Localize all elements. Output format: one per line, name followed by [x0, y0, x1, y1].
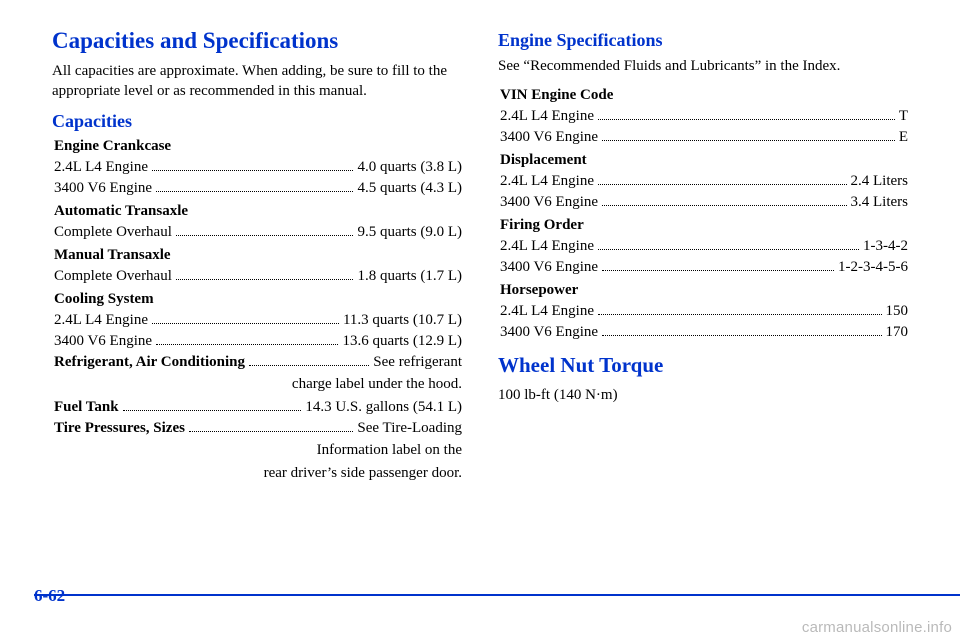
spec-value: 14.3 U.S. gallons (54.1 L)	[305, 399, 462, 416]
spec-row: Refrigerant, Air Conditioning See refrige…	[54, 354, 462, 371]
intro-text: See “Recommended Fluids and Lubricants” …	[498, 57, 908, 77]
spec-label: Tire Pressures, Sizes	[54, 420, 185, 437]
leader-dots	[598, 314, 881, 315]
spec-value: 2.4 Liters	[851, 173, 909, 190]
spec-label: 3400 V6 Engine	[500, 324, 598, 341]
intro-text: All capacities are approximate. When add…	[52, 62, 462, 101]
spec-value: 1-3-4-2	[863, 238, 908, 255]
spec-value: 4.5 quarts (4.3 L)	[357, 180, 462, 197]
spec-row: 3400 V6 Engine 1-2-3-4-5-6	[500, 259, 908, 276]
spec-row: 3400 V6 Engine 170	[500, 324, 908, 341]
spec-label: 2.4L L4 Engine	[500, 303, 594, 320]
group-label: VIN Engine Code	[500, 87, 908, 104]
leader-dots	[123, 410, 302, 411]
leader-dots	[176, 279, 354, 280]
page-number: 6-62	[34, 586, 65, 606]
spec-row: Tire Pressures, Sizes See Tire-Loading	[54, 420, 462, 437]
leader-dots	[156, 344, 338, 345]
spec-value: 1.8 quarts (1.7 L)	[357, 268, 462, 285]
group-label: Cooling System	[54, 291, 462, 308]
leader-dots	[152, 323, 339, 324]
leader-dots	[156, 191, 353, 192]
spec-label: 2.4L L4 Engine	[500, 238, 594, 255]
leader-dots	[249, 365, 369, 366]
spec-label: 2.4L L4 Engine	[500, 173, 594, 190]
leader-dots	[602, 270, 834, 271]
spec-label: Complete Overhaul	[54, 224, 172, 241]
leader-dots	[602, 335, 881, 336]
group-label: Manual Transaxle	[54, 247, 462, 264]
left-column: Capacities and Specifications All capaci…	[52, 28, 462, 488]
spec-row: Complete Overhaul 1.8 quarts (1.7 L)	[54, 268, 462, 285]
watermark: carmanualsonline.info	[802, 619, 952, 636]
spec-continuation: charge label under the hood.	[54, 375, 462, 395]
spec-value: 1-2-3-4-5-6	[838, 259, 908, 276]
spec-row: 2.4L L4 Engine T	[500, 108, 908, 125]
spec-row: 2.4L L4 Engine 11.3 quarts (10.7 L)	[54, 312, 462, 329]
spec-label: 3400 V6 Engine	[500, 194, 598, 211]
spec-value: E	[899, 129, 908, 146]
spec-row: 2.4L L4 Engine 4.0 quarts (3.8 L)	[54, 159, 462, 176]
spec-label: 3400 V6 Engine	[54, 180, 152, 197]
leader-dots	[176, 235, 354, 236]
spec-row: 2.4L L4 Engine 1-3-4-2	[500, 238, 908, 255]
spec-label: Refrigerant, Air Conditioning	[54, 354, 245, 371]
spec-continuation: rear driver’s side passenger door.	[54, 464, 462, 484]
spec-value: See refrigerant	[373, 354, 462, 371]
leader-dots	[602, 140, 895, 141]
spec-value: T	[899, 108, 908, 125]
spec-value: See Tire-Loading	[357, 420, 462, 437]
spec-label: Complete Overhaul	[54, 268, 172, 285]
group-label: Automatic Transaxle	[54, 203, 462, 220]
leader-dots	[598, 184, 846, 185]
group-label: Engine Crankcase	[54, 138, 462, 155]
spec-row: 3400 V6 Engine 13.6 quarts (12.9 L)	[54, 333, 462, 350]
group-label: Displacement	[500, 152, 908, 169]
spec-value: 3.4 Liters	[851, 194, 909, 211]
spec-label: 2.4L L4 Engine	[500, 108, 594, 125]
group-label: Firing Order	[500, 217, 908, 234]
leader-dots	[152, 170, 353, 171]
spec-row: 3400 V6 Engine 3.4 Liters	[500, 194, 908, 211]
spec-value: 13.6 quarts (12.9 L)	[342, 333, 462, 350]
spec-continuation: Information label on the	[54, 441, 462, 461]
spec-label: 3400 V6 Engine	[54, 333, 152, 350]
spec-row: 2.4L L4 Engine 150	[500, 303, 908, 320]
capacities-heading: Capacities	[52, 111, 462, 132]
spec-row: Fuel Tank 14.3 U.S. gallons (54.1 L)	[54, 399, 462, 416]
spec-value: 170	[886, 324, 909, 341]
spec-value: 4.0 quarts (3.8 L)	[357, 159, 462, 176]
leader-dots	[189, 431, 353, 432]
main-title: Capacities and Specifications	[52, 28, 462, 54]
spec-row: 3400 V6 Engine E	[500, 129, 908, 146]
spec-value: 11.3 quarts (10.7 L)	[343, 312, 462, 329]
leader-dots	[598, 119, 895, 120]
leader-dots	[598, 249, 859, 250]
leader-dots	[602, 205, 846, 206]
footer-rule	[34, 594, 960, 596]
wheel-nut-heading: Wheel Nut Torque	[498, 353, 908, 378]
spec-label: 2.4L L4 Engine	[54, 312, 148, 329]
spec-label: 2.4L L4 Engine	[54, 159, 148, 176]
group-label: Horsepower	[500, 282, 908, 299]
spec-value: 150	[886, 303, 909, 320]
spec-label: Fuel Tank	[54, 399, 119, 416]
spec-label: 3400 V6 Engine	[500, 129, 598, 146]
spec-row: Complete Overhaul 9.5 quarts (9.0 L)	[54, 224, 462, 241]
spec-row: 3400 V6 Engine 4.5 quarts (4.3 L)	[54, 180, 462, 197]
page: Capacities and Specifications All capaci…	[0, 0, 960, 488]
engine-spec-heading: Engine Specifications	[498, 30, 908, 51]
wheel-nut-text: 100 lb-ft (140 N·m)	[498, 386, 908, 406]
spec-value: 9.5 quarts (9.0 L)	[357, 224, 462, 241]
right-column: Engine Specifications See “Recommended F…	[498, 28, 908, 488]
spec-row: 2.4L L4 Engine 2.4 Liters	[500, 173, 908, 190]
spec-label: 3400 V6 Engine	[500, 259, 598, 276]
